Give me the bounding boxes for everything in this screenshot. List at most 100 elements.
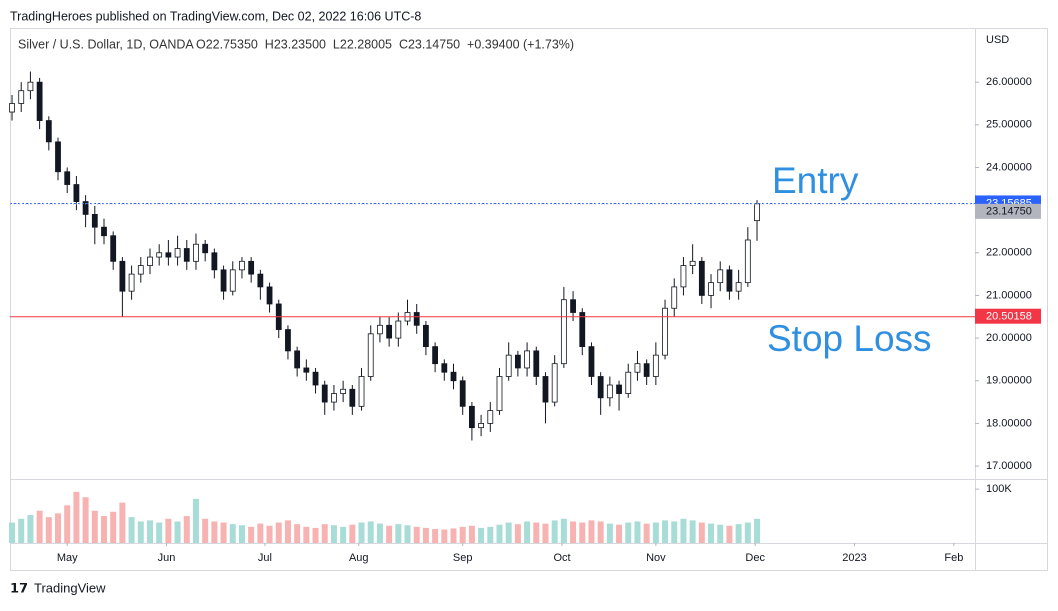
volume-bar (284, 520, 291, 543)
candle-body (18, 90, 25, 104)
volume-bar (634, 521, 641, 543)
candle-body (91, 213, 98, 228)
candle-body (754, 203, 760, 222)
candle-body (27, 81, 34, 92)
candle-body (524, 350, 530, 369)
volume-bar (386, 525, 393, 543)
candle-body (257, 273, 264, 288)
candle-body (487, 410, 494, 424)
volume-bar (717, 524, 724, 543)
volume-bar (330, 525, 337, 543)
x-tick-label: May (57, 552, 78, 564)
volume-bar (542, 523, 549, 543)
brand: TradingView (34, 580, 106, 595)
y-tick-label: 20.00000 (986, 332, 1032, 344)
volume-bar (349, 524, 356, 543)
volume-bar (422, 527, 429, 543)
volume-bar (487, 526, 494, 543)
volume-bar (137, 521, 144, 543)
volume-bar (376, 523, 383, 543)
brand-logo: 𝟭𝟳 (10, 580, 28, 595)
candle-body (551, 363, 558, 403)
candle-body (174, 248, 181, 258)
volume-bar (708, 523, 715, 543)
candle-body (229, 269, 236, 292)
candle-body (606, 384, 613, 399)
candle-body (340, 388, 347, 394)
ohlc: O22.75350 H23.23500 L22.28005 C23.14750 … (196, 37, 574, 51)
volume-bar (36, 510, 43, 543)
candle-body (303, 367, 310, 373)
candle-body (156, 252, 163, 258)
volume-bar (450, 528, 457, 543)
volume-bar (202, 518, 209, 543)
y-tick-label: 26.00000 (986, 76, 1032, 88)
candle-body (128, 273, 135, 292)
volume-bar (82, 497, 89, 543)
x-tick-label: Jun (158, 552, 176, 564)
candle-body (110, 235, 117, 262)
y-tick-label: 18.00000 (986, 417, 1032, 429)
volume-bar (211, 521, 218, 543)
volume-bar (468, 525, 475, 543)
volume-bar (524, 521, 531, 543)
volume-bar (652, 522, 659, 543)
volume-bar (146, 520, 153, 543)
volume-bar (459, 526, 466, 543)
candle-body (211, 252, 218, 271)
candle-body (450, 371, 457, 382)
x-tick-label: Dec (745, 552, 765, 564)
candle-body (101, 226, 107, 237)
candle-body (588, 346, 595, 377)
volume-bar (119, 502, 126, 543)
last-price-bg (975, 203, 1041, 219)
volume-bar (100, 516, 107, 543)
candle-body (202, 243, 209, 254)
volume-bar (64, 505, 71, 543)
volume-bar (312, 527, 319, 543)
volume-bar (496, 524, 503, 543)
volume-bar (588, 520, 595, 543)
volume-bar (156, 522, 163, 543)
last-price-label: 23.14750 (986, 206, 1032, 218)
volume-bar (220, 522, 227, 543)
candle-body (542, 376, 549, 403)
volume-tick-label: 100K (986, 483, 1012, 495)
candle-body (698, 260, 705, 296)
candle-body (239, 260, 245, 271)
candle-body (634, 363, 641, 373)
volume-bar (9, 522, 16, 543)
candle-body (165, 252, 172, 258)
volume-bar (680, 518, 687, 543)
candle-body (137, 265, 144, 275)
volume-bar (257, 523, 264, 543)
candle-body (147, 256, 153, 266)
volume-bar (275, 522, 282, 543)
volume-bar (45, 517, 52, 543)
volume-bar (183, 516, 190, 543)
volume-bar (432, 529, 439, 543)
candle-body (643, 363, 650, 377)
candle-body (514, 354, 521, 369)
volume-bar (671, 521, 678, 543)
price-label: 20.50158 (986, 311, 1032, 323)
candle-body (55, 141, 61, 173)
candle-body (119, 260, 126, 292)
volume-bar (698, 522, 705, 543)
x-tick-label: 2023 (842, 552, 866, 564)
volume-bar (248, 526, 255, 543)
volume-bar (303, 526, 310, 543)
candle-body (570, 299, 576, 313)
volume-bar (174, 521, 181, 543)
x-tick-label: Sep (453, 552, 473, 564)
candle-body (82, 201, 89, 215)
volume-bar (643, 523, 650, 543)
volume-bar (726, 525, 733, 543)
volume-bar (91, 510, 98, 543)
volume-bar (689, 520, 696, 543)
candle-body (689, 260, 696, 266)
symbol: Silver / U.S. Dollar, 1D, OANDA (18, 37, 194, 51)
x-tick-label: Oct (553, 552, 570, 564)
candle-body (468, 405, 475, 429)
